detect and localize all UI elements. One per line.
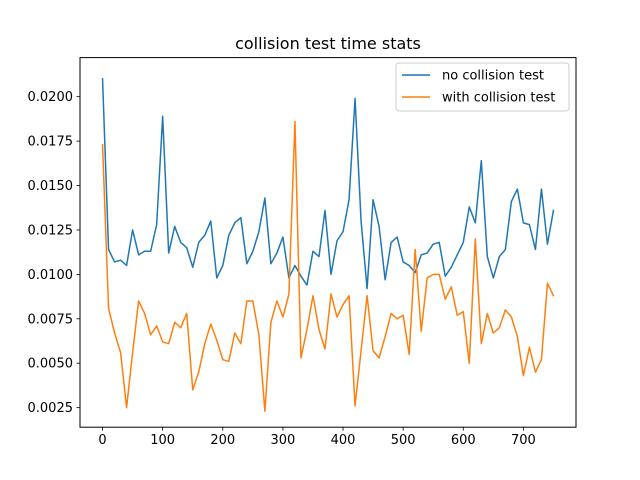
x-tick-label: 0 xyxy=(98,433,106,448)
series-layer xyxy=(101,78,555,412)
legend: no collision test with collision test xyxy=(395,62,570,112)
series-line-2 xyxy=(101,120,555,412)
y-tick-label: 0.0150 xyxy=(28,179,74,194)
y-tick-label: 0.0100 xyxy=(28,268,74,283)
x-axis: 0 100 200 300 400 500 600 700 xyxy=(98,427,536,448)
chart-title: collision test time stats xyxy=(235,34,421,53)
y-tick-label: 0.0025 xyxy=(28,401,74,416)
plot-frame xyxy=(79,57,577,428)
y-tick-label: 0.0175 xyxy=(28,135,74,150)
legend-label-2: with collision test xyxy=(442,91,555,106)
x-tick-label: 100 xyxy=(150,433,175,448)
y-tick-label: 0.0125 xyxy=(28,223,74,238)
x-tick-label: 600 xyxy=(451,433,476,448)
x-tick-label: 700 xyxy=(511,433,536,448)
y-tick-label: 0.0075 xyxy=(28,312,74,327)
x-tick-label: 400 xyxy=(331,433,356,448)
legend-box xyxy=(395,62,570,112)
x-tick-label: 300 xyxy=(270,433,295,448)
y-axis: 0.0025 0.0050 0.0075 0.0100 0.0125 0.0150 0.01… xyxy=(28,90,80,416)
series-line-1 xyxy=(101,78,555,290)
y-tick-label: 0.0050 xyxy=(28,357,74,372)
x-tick-label: 200 xyxy=(210,433,235,448)
legend-label-1: no collision test xyxy=(442,69,544,84)
y-tick-label: 0.0200 xyxy=(28,90,74,105)
x-tick-label: 500 xyxy=(391,433,416,448)
